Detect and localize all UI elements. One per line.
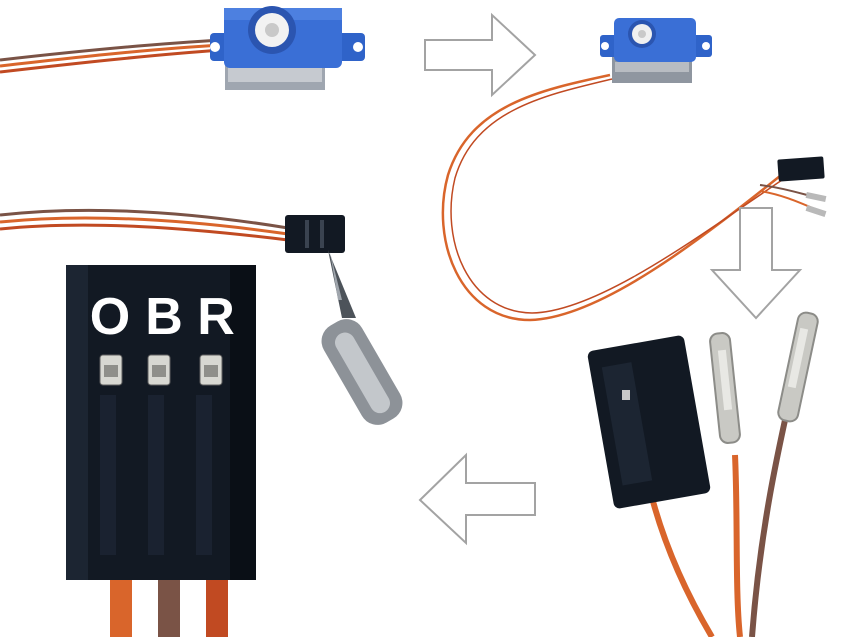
closeup-pin-slot-orange — [99, 354, 123, 386]
closeup-pin-slot-red — [199, 354, 223, 386]
step1-servo-cable — [0, 38, 223, 74]
arrow-left-icon — [418, 452, 536, 546]
step3-crimp-pin-1 — [709, 332, 741, 444]
closeup-wires — [110, 572, 228, 637]
step3-crimp-pin-2 — [777, 311, 819, 423]
hobby-knife-icon — [321, 250, 403, 425]
closeup-pin-slot-brown — [147, 354, 171, 386]
step3-connector-housing — [587, 335, 711, 509]
closeup-connector-housing — [66, 265, 256, 580]
step2-connector — [759, 156, 827, 217]
step2-servo — [600, 18, 712, 83]
pin-label-r: R — [197, 288, 235, 346]
step4-connector — [285, 215, 345, 253]
pin-label-o: O — [90, 288, 130, 346]
pin-label-b: B — [145, 288, 183, 346]
step4-cable — [0, 208, 289, 242]
arrow-right-icon — [424, 12, 537, 98]
step1-servo — [210, 6, 365, 90]
arrow-down-icon — [709, 207, 803, 320]
step2-cable — [441, 73, 786, 322]
